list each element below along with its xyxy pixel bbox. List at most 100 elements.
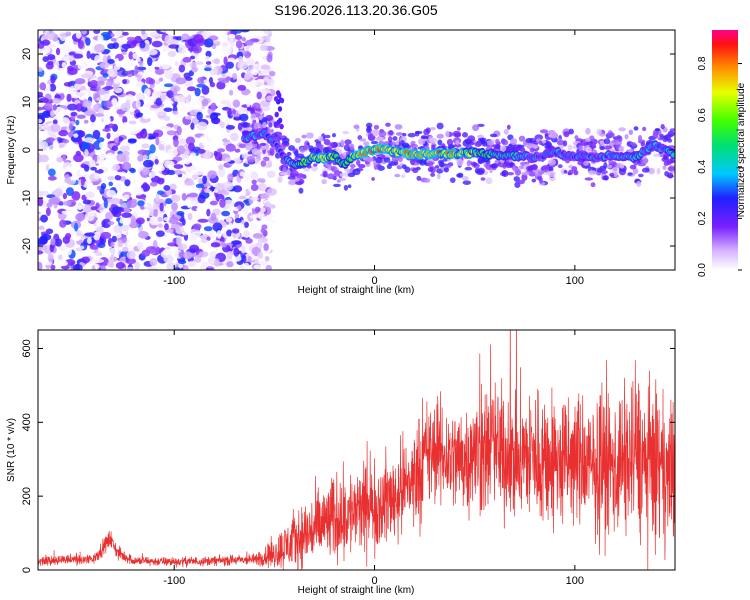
noise-cell: [52, 210, 58, 216]
halo-cell: [367, 132, 374, 139]
halo-cell: [633, 126, 639, 131]
noise-cell: [93, 258, 105, 264]
halo-cell: [599, 145, 605, 151]
noise-cell: [168, 39, 179, 45]
noise-cell: [192, 45, 202, 54]
noise-cell: [45, 137, 56, 144]
noise-cell: [111, 235, 117, 243]
halo-cell: [507, 171, 515, 176]
noise-cell: [111, 145, 119, 152]
noise-cell: [160, 94, 166, 102]
halo-cell: [456, 127, 461, 131]
noise-cell: [194, 166, 205, 176]
noise-cell: [260, 64, 270, 70]
noise-cell: [100, 231, 112, 240]
halo-cell: [385, 122, 391, 127]
noise-cell: [149, 216, 159, 225]
halo-cell: [568, 128, 575, 135]
noise-cell: [55, 47, 61, 56]
snr-xlabel: Height of straight line (km): [298, 585, 415, 596]
halo-cell: [618, 168, 627, 176]
noise-cell: [99, 61, 110, 69]
wisp-cell: [277, 92, 282, 99]
noise-cell: [129, 168, 136, 174]
noise-cell: [211, 125, 222, 130]
noise-cell: [57, 254, 63, 261]
noise-cell: [232, 30, 243, 34]
noise-cell: [144, 88, 151, 97]
noise-cell: [38, 140, 45, 149]
noise-cell: [210, 242, 221, 248]
noise-cell: [38, 197, 44, 207]
noise-cell: [159, 202, 164, 212]
noise-cell: [229, 89, 234, 96]
colorbar-gradient: [712, 30, 738, 270]
halo-cell: [513, 146, 520, 151]
noise-cell: [234, 217, 242, 224]
noise-cell: [104, 85, 114, 90]
noise-cell: [196, 121, 208, 131]
halo-cell: [241, 153, 248, 159]
halo-cell: [585, 127, 591, 135]
halo-cell: [492, 144, 501, 148]
noise-cell: [126, 36, 136, 41]
noise-cell: [147, 57, 153, 67]
halo-cell: [529, 147, 535, 153]
noise-cell: [77, 138, 83, 146]
noise-cell: [230, 132, 239, 142]
noise-cell: [107, 176, 115, 181]
noise-cell: [115, 262, 125, 270]
noise-cell: [65, 232, 72, 240]
noise-cell: [183, 264, 189, 270]
noise-cell: [226, 250, 233, 260]
noise-cell: [260, 193, 270, 200]
noise-cell: [201, 98, 209, 107]
noise-cell: [209, 200, 218, 206]
halo-cell: [603, 138, 611, 145]
noise-cell: [223, 56, 228, 65]
noise-cell: [107, 123, 115, 129]
noise-cell: [93, 231, 101, 241]
halo-cell: [608, 132, 615, 138]
x-tick-label: -100: [163, 275, 185, 287]
noise-cell: [139, 40, 146, 49]
noise-cell: [189, 152, 197, 160]
ridge-cell: [670, 152, 675, 158]
noise-cell: [50, 237, 56, 246]
noise-cell: [168, 44, 180, 49]
halo-cell: [400, 174, 406, 179]
x-tick-label: -100: [163, 575, 185, 587]
noise-cell: [56, 156, 64, 163]
noise-cell: [69, 229, 76, 236]
halo-cell: [556, 140, 565, 146]
halo-cell: [660, 124, 665, 130]
halo-cell: [618, 145, 625, 153]
halo-cell: [343, 144, 351, 152]
noise-cell: [38, 250, 44, 255]
halo-cell: [395, 140, 400, 146]
halo-cell: [518, 135, 526, 142]
noise-cell: [189, 244, 200, 253]
noise-cell: [257, 251, 264, 260]
halo-cell: [557, 164, 563, 169]
noise-cell: [79, 245, 85, 250]
halo-cell: [259, 142, 267, 146]
halo-cell: [550, 132, 557, 139]
noise-cell: [110, 33, 115, 37]
noise-cell: [90, 114, 96, 123]
figure-title: S196.2026.113.20.36.G05: [274, 2, 437, 18]
noise-cell: [80, 163, 87, 169]
noise-cell: [244, 39, 254, 46]
halo-cell: [661, 156, 670, 163]
halo-cell: [641, 167, 650, 173]
noise-cell: [121, 51, 127, 56]
noise-cell: [113, 224, 123, 234]
halo-cell: [301, 134, 307, 139]
noise-cell: [216, 229, 222, 239]
noise-cell: [50, 75, 56, 84]
noise-cell: [156, 177, 165, 185]
noise-cell: [181, 218, 186, 226]
noise-cell: [225, 217, 233, 223]
noise-cell: [206, 208, 211, 217]
noise-cell: [266, 54, 273, 63]
